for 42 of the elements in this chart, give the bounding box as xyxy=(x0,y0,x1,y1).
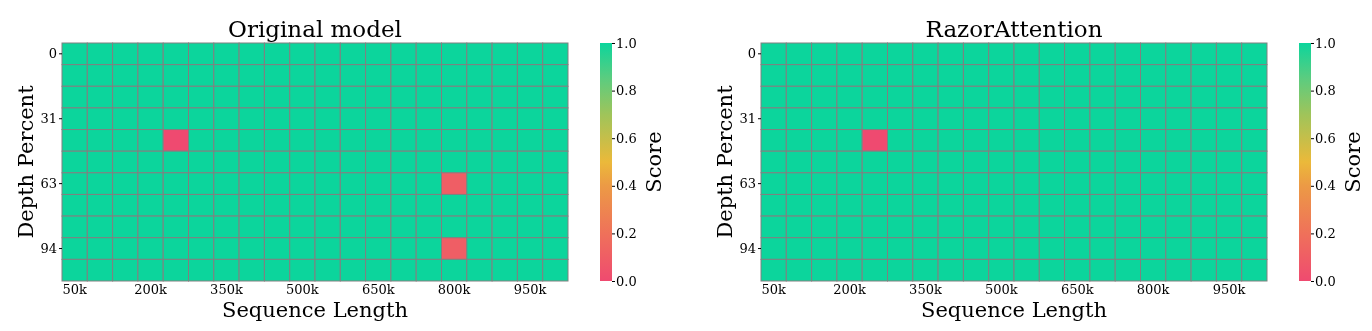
x-tick-label: 800k xyxy=(437,282,471,298)
color-bar-label: 0.8 xyxy=(1315,83,1336,99)
x-tick-label: 950k xyxy=(513,282,547,298)
color-bar-label: 0.2 xyxy=(1315,226,1336,242)
color-bar-label: 0.4 xyxy=(616,178,637,194)
color-bar-label: 1.0 xyxy=(616,35,637,51)
y-tick-label: 0 xyxy=(48,45,57,61)
y-axis-title: Depth Percent xyxy=(713,84,737,239)
color-bar-label: 0.0 xyxy=(616,273,637,289)
y-tick-label: 63 xyxy=(40,175,57,191)
x-axis-title: Sequence Length xyxy=(921,298,1107,322)
color-bar-label: 0.6 xyxy=(1315,130,1336,146)
color-bar-label: 0.2 xyxy=(616,226,637,242)
y-tick-label: 31 xyxy=(40,110,57,126)
y-axis-title: Depth Percent xyxy=(14,84,38,239)
x-tick-label: 650k xyxy=(361,282,395,298)
x-tick-label: 350k xyxy=(210,282,243,298)
x-axis-title: Sequence Length xyxy=(222,298,408,322)
y-tick-label: 94 xyxy=(739,240,756,256)
color-bar-label: 1.0 xyxy=(1315,35,1336,51)
y-tick-label: 94 xyxy=(40,240,57,256)
color-bar-label: 0.6 xyxy=(616,130,637,146)
color-bar-title: Score xyxy=(642,131,666,193)
color-bar-title: Score xyxy=(1341,131,1365,193)
x-tick-label: 500k xyxy=(985,282,1018,298)
chart-title: Original model xyxy=(228,16,402,42)
chart-title: RazorAttention xyxy=(925,16,1103,42)
x-tick-label: 650k xyxy=(1060,282,1094,298)
x-tick-label: 200k xyxy=(134,282,168,298)
color-bar-label: 0.4 xyxy=(1315,178,1336,194)
x-tick-label: 50k xyxy=(761,282,786,298)
x-tick-label: 800k xyxy=(1136,282,1170,298)
x-tick-label: 200k xyxy=(833,282,867,298)
color-bar-label: 0.0 xyxy=(1315,273,1336,289)
x-tick-label: 950k xyxy=(1212,282,1246,298)
x-tick-label: 500k xyxy=(286,282,319,298)
y-tick-label: 31 xyxy=(739,110,756,126)
y-tick-label: 63 xyxy=(739,175,756,191)
x-tick-label: 350k xyxy=(909,282,942,298)
color-bar-label: 0.8 xyxy=(616,83,637,99)
x-tick-label: 50k xyxy=(62,282,87,298)
y-tick-label: 0 xyxy=(747,45,756,61)
